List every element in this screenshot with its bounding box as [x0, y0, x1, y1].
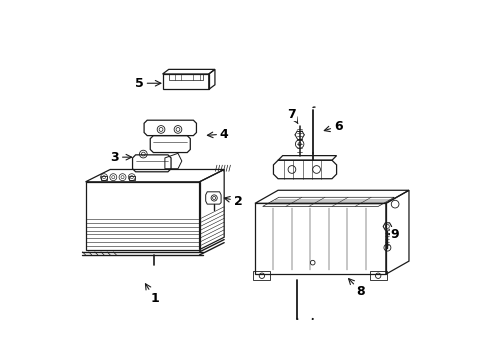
Text: 1: 1 [146, 284, 159, 305]
Text: 3: 3 [111, 150, 132, 164]
Text: 6: 6 [324, 120, 343, 133]
Text: 8: 8 [348, 279, 365, 298]
Text: 5: 5 [135, 77, 161, 90]
Text: 2: 2 [224, 194, 243, 208]
Text: 4: 4 [207, 127, 228, 140]
Text: 9: 9 [389, 228, 399, 240]
Text: 7: 7 [288, 108, 298, 123]
